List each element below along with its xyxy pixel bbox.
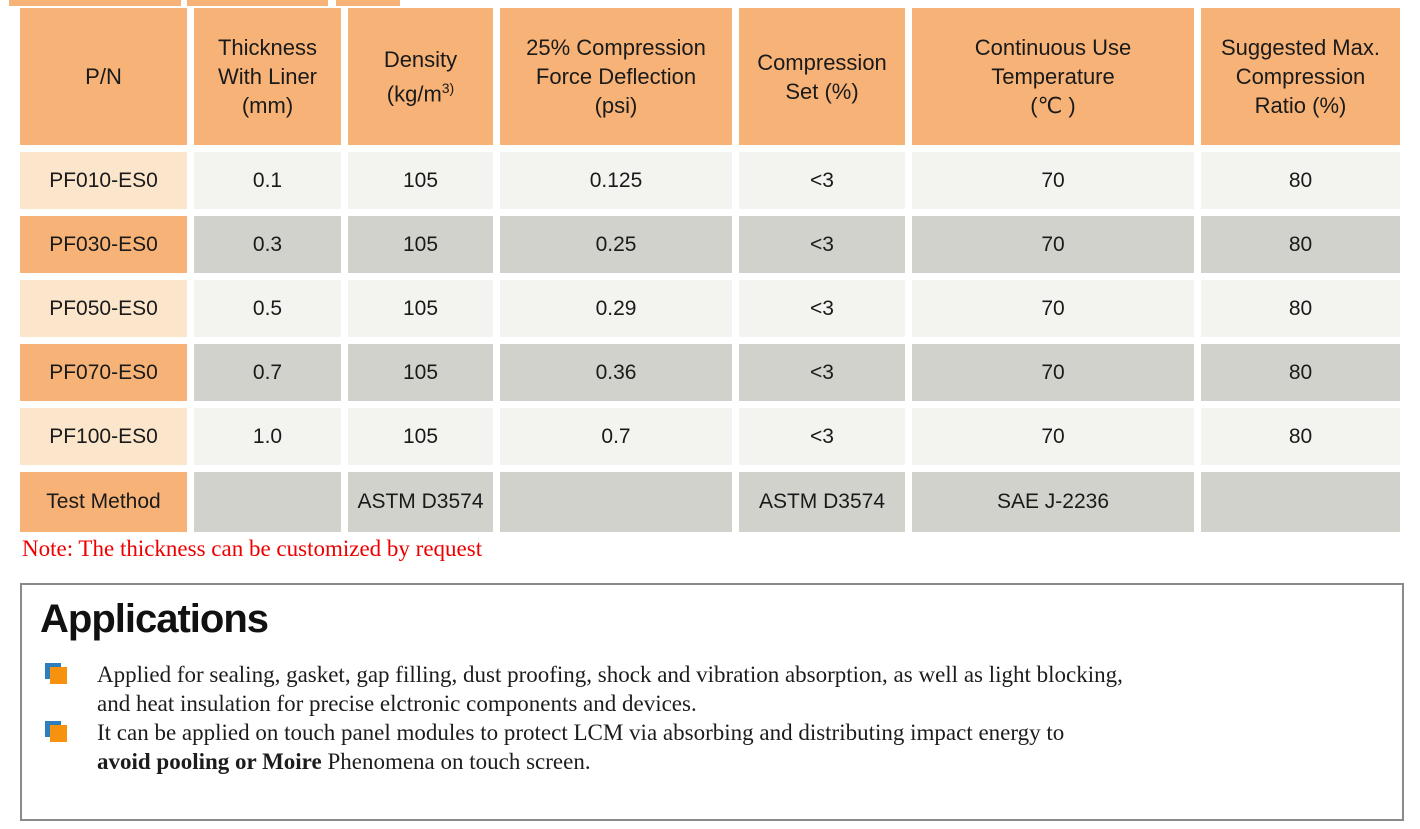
header-suggested-max-compression-ratio: Suggested Max. Compression Ratio (%) xyxy=(1201,8,1400,145)
cell-suggested-max-compression-ratio: 80 xyxy=(1201,408,1400,465)
table-row: PF050-ES0 0.5 105 0.29 <3 70 80 xyxy=(20,280,1400,337)
cell-continuous-use-temperature: 70 xyxy=(912,280,1194,337)
header-continuous-use-temperature: Continuous Use Temperature (℃ ) xyxy=(912,8,1194,145)
cell-pn: PF030-ES0 xyxy=(20,216,187,273)
cell-suggested-max-compression-ratio: 80 xyxy=(1201,216,1400,273)
overlapping-squares-icon xyxy=(45,721,67,742)
spec-table: P/N Thickness With Liner (mm) Density (kg/m3)… xyxy=(13,1,1407,539)
table-row: PF010-ES0 0.1 105 0.125 <3 70 80 xyxy=(20,152,1400,209)
cell-continuous-use-temperature: 70 xyxy=(912,152,1194,209)
cell-density: ASTM D3574 xyxy=(348,472,493,532)
cell-thickness-with-liner: 0.1 xyxy=(194,152,341,209)
overlapping-squares-icon xyxy=(45,663,67,684)
cell-pn: PF010-ES0 xyxy=(20,152,187,209)
header-pn: P/N xyxy=(20,8,187,145)
table-row: PF070-ES0 0.7 105 0.36 <3 70 80 xyxy=(20,344,1400,401)
applications-list: Applied for sealing, gasket, gap filling… xyxy=(40,660,1378,776)
cell-compression-force-deflection: 0.7 xyxy=(500,408,732,465)
table-body: PF010-ES0 0.1 105 0.125 <3 70 80 PF030-ES0 0.3 10… xyxy=(20,152,1400,532)
cell-compression-force-deflection: 0.25 xyxy=(500,216,732,273)
cell-compression-force-deflection: 0.29 xyxy=(500,280,732,337)
cell-continuous-use-temperature: 70 xyxy=(912,344,1194,401)
cell-compression-force-deflection: 0.36 xyxy=(500,344,732,401)
cell-pn: PF070-ES0 xyxy=(20,344,187,401)
application-item: It can be applied on touch panel modules… xyxy=(40,718,1378,776)
application-line: avoid pooling or Moire Phenomena on touc… xyxy=(97,749,591,774)
cell-suggested-max-compression-ratio: 80 xyxy=(1201,344,1400,401)
cell-compression-set: <3 xyxy=(739,216,905,273)
cell-density: 105 xyxy=(348,408,493,465)
header-density: Density (kg/m3) xyxy=(348,8,493,145)
cropped-row-strip xyxy=(336,0,400,6)
cell-density: 105 xyxy=(348,216,493,273)
cell-compression-force-deflection: 0.125 xyxy=(500,152,732,209)
cell-continuous-use-temperature: 70 xyxy=(912,408,1194,465)
cell-pn: Test Method xyxy=(20,472,187,532)
cell-compression-force-deflection xyxy=(500,472,732,532)
cell-thickness-with-liner: 0.5 xyxy=(194,280,341,337)
cell-continuous-use-temperature: SAE J-2236 xyxy=(912,472,1194,532)
cell-density: 105 xyxy=(348,152,493,209)
table-row: Test Method ASTM D3574 ASTM D3574 SAE J-223… xyxy=(20,472,1400,532)
cell-suggested-max-compression-ratio: 80 xyxy=(1201,152,1400,209)
cell-continuous-use-temperature: 70 xyxy=(912,216,1194,273)
table-header-row: P/N Thickness With Liner (mm) Density (kg/m3)… xyxy=(20,8,1400,145)
note-text: Note: The thickness can be customized by… xyxy=(22,536,483,561)
table-row: PF030-ES0 0.3 105 0.25 <3 70 80 xyxy=(20,216,1400,273)
cell-suggested-max-compression-ratio xyxy=(1201,472,1400,532)
application-line: Applied for sealing, gasket, gap filling… xyxy=(97,662,1123,687)
application-line: and heat insulation for precise elctroni… xyxy=(97,691,697,716)
cropped-row-strip xyxy=(9,0,181,6)
application-line: It can be applied on touch panel modules… xyxy=(97,720,1065,745)
cell-thickness-with-liner xyxy=(194,472,341,532)
cell-pn: PF100-ES0 xyxy=(20,408,187,465)
applications-title: Applications xyxy=(40,597,269,641)
cell-compression-set: ASTM D3574 xyxy=(739,472,905,532)
header-compression-force-deflection: 25% Compression Force Deflection (psi) xyxy=(500,8,732,145)
cell-pn: PF050-ES0 xyxy=(20,280,187,337)
cell-suggested-max-compression-ratio: 80 xyxy=(1201,280,1400,337)
cell-compression-set: <3 xyxy=(739,280,905,337)
cropped-row-strip xyxy=(187,0,328,6)
cell-compression-set: <3 xyxy=(739,152,905,209)
applications-box: Applications Applied for sealing, gasket… xyxy=(20,583,1404,821)
cell-density: 105 xyxy=(348,280,493,337)
application-item: Applied for sealing, gasket, gap filling… xyxy=(40,660,1378,718)
header-thickness-with-liner: Thickness With Liner (mm) xyxy=(194,8,341,145)
cell-compression-set: <3 xyxy=(739,408,905,465)
cell-thickness-with-liner: 0.3 xyxy=(194,216,341,273)
header-compression-set: Compression Set (%) xyxy=(739,8,905,145)
cell-compression-set: <3 xyxy=(739,344,905,401)
cell-thickness-with-liner: 1.0 xyxy=(194,408,341,465)
cell-density: 105 xyxy=(348,344,493,401)
cell-thickness-with-liner: 0.7 xyxy=(194,344,341,401)
table-row: PF100-ES0 1.0 105 0.7 <3 70 80 xyxy=(20,408,1400,465)
